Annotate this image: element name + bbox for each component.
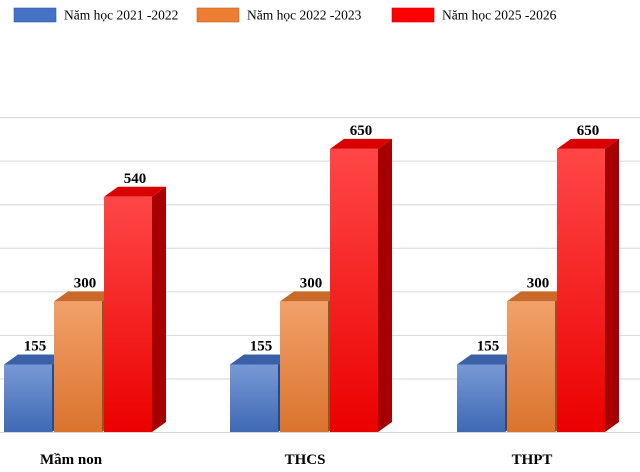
bar <box>330 138 392 433</box>
bar <box>557 138 619 433</box>
data-label: 155 <box>24 338 47 354</box>
legend: Năm học 2021 -2022 Năm học 2022 -2023 Năm … <box>13 7 557 23</box>
legend-swatch <box>13 7 57 23</box>
legend-swatch <box>391 7 435 23</box>
x-tick-label: THPT <box>512 452 553 468</box>
data-label: 155 <box>477 338 500 354</box>
data-label: 650 <box>350 123 373 139</box>
bars <box>4 138 619 433</box>
data-label: 300 <box>74 275 97 291</box>
legend-swatch <box>196 7 240 23</box>
x-tick-label: Mầm non <box>40 452 103 468</box>
x-tick-label: THCS <box>285 452 326 468</box>
legend-label: Năm học 2021 -2022 <box>64 8 178 23</box>
bar <box>104 186 166 432</box>
data-label: 540 <box>124 171 147 187</box>
bar <box>230 354 292 432</box>
data-labels: 155 300 540 155 300 650 155 300 650 <box>24 123 600 355</box>
data-label: 650 <box>577 123 600 139</box>
legend-label: Năm học 2025 -2026 <box>442 8 557 23</box>
data-label: 155 <box>250 338 273 354</box>
legend-label: Năm học 2022 -2023 <box>247 8 362 23</box>
data-label: 300 <box>300 275 323 291</box>
data-label: 300 <box>527 275 550 291</box>
x-axis-tick-labels: Mầm non THCS THPT <box>40 452 552 468</box>
